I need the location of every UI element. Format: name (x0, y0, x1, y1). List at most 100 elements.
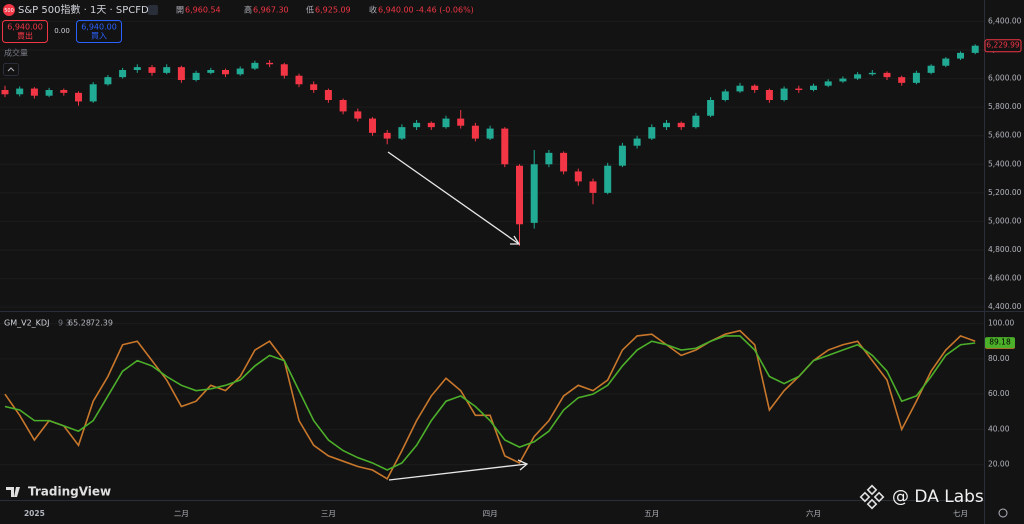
candle-body (707, 100, 715, 116)
candle-body (692, 115, 700, 128)
candle-body (1, 90, 9, 95)
candle-body (310, 84, 318, 90)
candle-body (618, 145, 626, 166)
y-tick-label: 5,400.00 (988, 159, 1022, 168)
credit-logo (859, 484, 885, 510)
candle-body (104, 77, 112, 85)
logo-text: 500 (4, 8, 14, 14)
candle-body (16, 88, 24, 95)
candle-body (383, 132, 391, 139)
quote-change: -4.46 (-0.06%) (416, 6, 474, 15)
y-tick-label: 80.00 (988, 354, 1010, 363)
kdj-line (4, 335, 976, 471)
sell-price[interactable]: 6,940.00 (7, 23, 43, 32)
quote-label: 低 (306, 5, 314, 15)
candle-body (75, 92, 82, 102)
symbol[interactable]: S&P 500指數 · 1天 · SPCFD (18, 3, 149, 16)
buy-price[interactable]: 6,940.00 (81, 23, 117, 32)
arrow-head (517, 459, 529, 471)
settings-icon[interactable] (998, 508, 1008, 518)
candle-body (324, 90, 332, 100)
y-tick-label: 60.00 (988, 389, 1010, 398)
buy-label[interactable]: 買入 (91, 32, 107, 41)
spread: 0.00 (54, 27, 70, 35)
y-tick-label: 4,600.00 (988, 274, 1022, 283)
candle-body (442, 118, 450, 128)
candle-body (795, 88, 803, 90)
watermark: TradingView (28, 485, 111, 499)
buy-button[interactable] (76, 20, 122, 43)
x-tick-label: 七月 (953, 509, 968, 518)
candle-body (266, 62, 274, 65)
y-tick-label: 40.00 (988, 424, 1010, 433)
chevron-icon (7, 67, 15, 72)
candle-body (339, 100, 347, 112)
candle-body (751, 85, 759, 90)
y-tick-label: 20.00 (988, 460, 1010, 469)
sell-button[interactable] (2, 20, 48, 43)
collapse-button[interactable] (148, 5, 158, 15)
candle-body (354, 111, 362, 119)
candle-body (530, 164, 538, 223)
volume-label[interactable]: 成交量 (4, 48, 28, 58)
candle-body (177, 67, 185, 80)
candle-body (927, 65, 935, 73)
quote-label: 收 (369, 5, 377, 15)
candle-body (501, 128, 509, 165)
candle-body (589, 181, 597, 193)
y-tick-label: 5,800.00 (988, 102, 1022, 111)
indicator-title[interactable]: GM_V2_KDJ (4, 319, 49, 328)
candle-body (971, 45, 979, 53)
credit: @ DA Labs (892, 487, 984, 507)
quote-label: 開 (176, 6, 184, 15)
y-tick-label: 5,200.00 (988, 188, 1022, 197)
candle-body (604, 165, 612, 193)
x-tick-label: 2025 (24, 509, 45, 518)
candle-body (545, 152, 553, 165)
sell-label[interactable]: 賣出 (17, 31, 33, 41)
arrow-head (510, 235, 521, 245)
candle-body (574, 171, 582, 182)
candle-body (119, 70, 127, 78)
candle-body (868, 72, 876, 75)
candle-body (45, 90, 53, 96)
quote-value: 6,967.30 (253, 6, 289, 15)
candle-body (207, 70, 215, 73)
candle-body (648, 127, 656, 139)
candle-body (516, 165, 523, 225)
candle-body (765, 90, 773, 100)
candle-body (89, 84, 97, 102)
collapse-volume[interactable] (3, 63, 19, 76)
candle-body (222, 70, 229, 75)
candle-body (736, 85, 744, 92)
y-tick-label: 4,800.00 (988, 245, 1022, 254)
candle-body (663, 122, 670, 128)
candle-body (810, 85, 817, 90)
x-tick-label: 三月 (321, 509, 336, 518)
quote-value: 6,940.00 (378, 6, 414, 15)
candle-body (60, 90, 68, 93)
arrow-line (388, 463, 528, 481)
candle-body (898, 77, 906, 83)
candle-body (780, 88, 788, 100)
candle-body (369, 118, 376, 133)
candle-body (427, 122, 435, 128)
quote-value: 6,925.09 (315, 6, 351, 15)
candle-body (721, 91, 729, 100)
y-tick-label: 5,600.00 (988, 131, 1022, 140)
candle-body (560, 152, 568, 172)
candle-body (148, 67, 156, 73)
candle-body (413, 122, 421, 128)
y-tick-label: 6,400.00 (988, 16, 1022, 25)
last-price-label: 6,229.99 (986, 41, 1020, 50)
candle-body (251, 62, 259, 69)
candle-body (133, 67, 141, 70)
candle-body (486, 128, 494, 139)
x-tick-label: 六月 (806, 508, 821, 518)
indicator-params: 9 3 (58, 319, 71, 328)
candle-body (942, 58, 950, 66)
candle-body (192, 72, 200, 80)
x-tick-label: 四月 (483, 509, 498, 518)
